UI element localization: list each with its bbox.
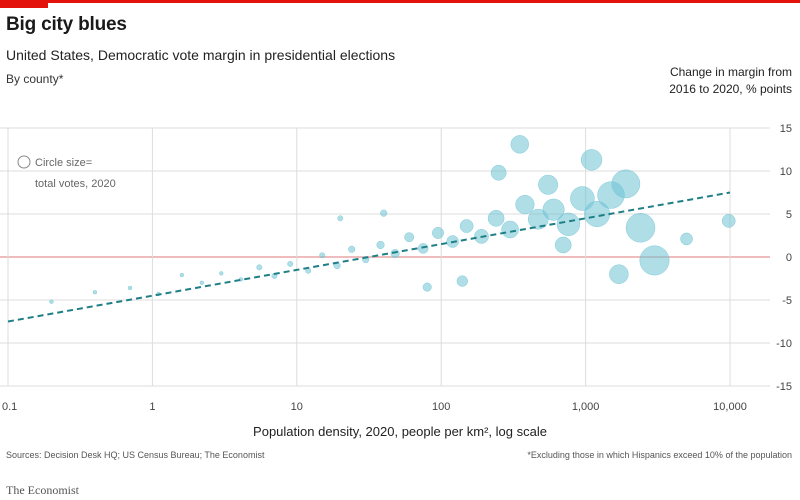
county-bubble xyxy=(179,272,185,278)
county-bubble xyxy=(721,214,736,228)
y-tick-label: -10 xyxy=(776,338,792,350)
county-bubble xyxy=(542,198,565,221)
county-bubble xyxy=(92,290,98,295)
county-bubble xyxy=(380,209,388,217)
county-bubble xyxy=(580,149,603,171)
county-bubble xyxy=(49,299,54,304)
y-tick-label: 5 xyxy=(786,209,792,221)
county-bubble xyxy=(487,209,505,227)
x-tick-label: 1 xyxy=(149,401,155,413)
brand-red-tag xyxy=(0,0,48,8)
trend-line xyxy=(7,191,731,323)
y-tick-label: -5 xyxy=(782,295,792,307)
legend-label-line1: Circle size= xyxy=(35,157,92,169)
y-axis-title: Change in margin from 2016 to 2020, % po… xyxy=(622,64,792,98)
county-bubble xyxy=(256,264,263,271)
county-bubble xyxy=(459,219,474,233)
x-tick-label: 10 xyxy=(291,401,303,413)
y-tick-label: 15 xyxy=(780,123,792,135)
county-bubble xyxy=(639,245,670,276)
top-accent-rule xyxy=(0,0,800,3)
county-bubble xyxy=(554,236,572,254)
county-bubble xyxy=(319,252,326,259)
chart-subtitle: United States, Democratic vote margin in… xyxy=(6,47,396,63)
y-tick-label: 10 xyxy=(780,166,792,178)
county-bubble xyxy=(611,169,641,199)
x-axis-title: Population density, 2020, people per km²… xyxy=(253,424,547,439)
chart-note: By county* xyxy=(6,72,64,86)
county-bubble xyxy=(538,174,559,195)
y-tick-label: -15 xyxy=(776,381,792,393)
county-bubble xyxy=(501,220,519,239)
x-tick-label: 100 xyxy=(432,401,450,413)
county-bubble xyxy=(199,280,204,285)
source-text: Sources: Decision Desk HQ; US Census Bur… xyxy=(6,450,265,460)
county-bubble xyxy=(680,232,693,246)
county-bubble xyxy=(625,213,656,243)
x-tick-label: 1,000 xyxy=(572,401,600,413)
county-bubble xyxy=(404,232,415,243)
county-bubble xyxy=(515,194,535,215)
county-bubble xyxy=(609,264,629,284)
county-bubble xyxy=(376,240,385,250)
county-bubble xyxy=(417,243,429,254)
y-tick-label: 0 xyxy=(786,252,792,264)
county-bubble xyxy=(490,164,507,181)
county-bubble xyxy=(127,285,133,291)
county-bubble xyxy=(219,271,224,276)
footnote-text: *Excluding those in which Hispanics exce… xyxy=(527,450,792,460)
legend-label-line2: total votes, 2020 xyxy=(35,178,116,190)
x-tick-label: 10,000 xyxy=(713,401,747,413)
chart-title: Big city blues xyxy=(6,14,127,35)
legend-circle-icon xyxy=(17,155,31,169)
brand-logo-text: The Economist xyxy=(6,483,79,497)
y-axis-title-line2: 2016 to 2020, % points xyxy=(669,82,792,96)
county-bubble xyxy=(556,212,581,236)
county-bubble xyxy=(510,135,529,154)
county-bubble xyxy=(348,245,356,253)
county-bubble xyxy=(422,282,432,292)
county-bubble xyxy=(337,215,344,222)
county-bubble xyxy=(432,226,444,239)
x-tick-label: 0.1 xyxy=(2,401,17,413)
county-bubble xyxy=(456,275,468,287)
y-axis-title-line1: Change in margin from xyxy=(669,65,792,79)
county-bubble xyxy=(287,260,294,267)
